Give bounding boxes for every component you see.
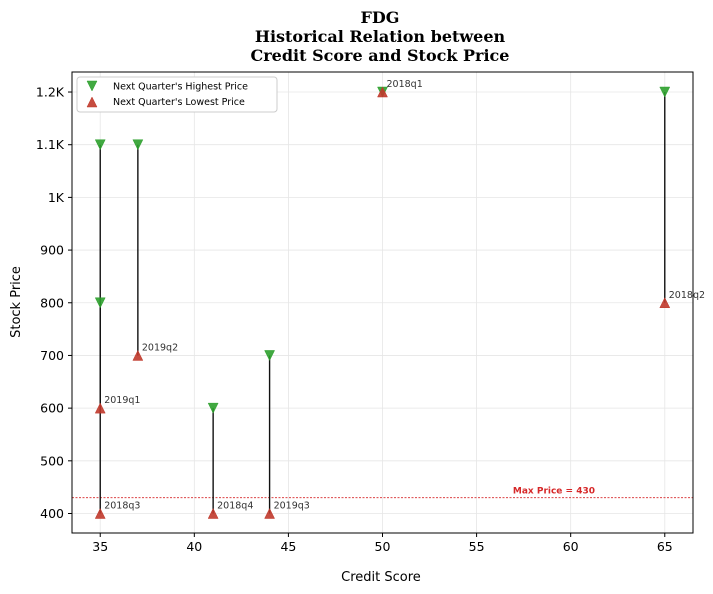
legend-box: [76, 76, 278, 113]
max-price-line-group: Max Price = 430: [72, 487, 693, 499]
y-tick-label: 1K: [48, 190, 65, 205]
x-tick-label: 65: [657, 539, 673, 554]
legend-low-label: Next Quarter's Lowest Price: [113, 97, 245, 108]
quarter-label: 2019q2: [142, 342, 178, 353]
x-tick-label: 55: [469, 539, 485, 554]
high-price-marker: [264, 350, 275, 362]
y-tick-label: 400: [40, 506, 64, 521]
title-line-3: Credit Score and Stock Price: [251, 46, 510, 65]
low-price-marker: [94, 507, 106, 519]
y-axis-label: Stock Price: [9, 266, 24, 338]
high-price-marker: [94, 139, 106, 151]
y-tick-label: 800: [40, 295, 64, 310]
low-price-marker: [264, 507, 275, 519]
high-price-marker: [659, 86, 671, 98]
x-tick-label: 40: [186, 539, 202, 554]
x-axis-ticks: 35 40 45 50 55 60 65: [92, 533, 673, 554]
title-line-1: FDG: [361, 8, 400, 27]
quarter-label: 2018q2: [669, 290, 705, 301]
quarter-label: 2018q3: [104, 501, 140, 512]
grid: [72, 72, 693, 533]
legend: Next Quarter's Highest Price Next Quarter…: [76, 76, 278, 113]
x-tick-label: 60: [563, 539, 579, 554]
y-tick-label: 500: [40, 453, 64, 468]
range-stems: [99, 92, 666, 514]
y-tick-label: 900: [40, 243, 64, 258]
high-price-marker: [207, 402, 219, 414]
low-price-marker: [659, 297, 671, 309]
legend-high-label: Next Quarter's Highest Price: [113, 82, 248, 93]
high-price-marker: [132, 139, 144, 151]
y-tick-label: 1.2K: [36, 85, 65, 100]
low-price-marker: [132, 349, 144, 361]
x-axis-label: Credit Score: [341, 570, 421, 585]
y-tick-label: 700: [40, 348, 64, 363]
quarter-label: 2019q1: [104, 395, 140, 406]
low-price-marker: [94, 402, 106, 414]
y-tick-label: 1.1K: [36, 137, 65, 152]
legend-low-marker: [86, 96, 98, 108]
legend-high-marker: [86, 80, 98, 92]
y-tick-label: 600: [40, 401, 64, 416]
quarter-label: 2019q3: [274, 501, 310, 512]
x-tick-label: 35: [92, 539, 108, 554]
x-tick-label: 45: [280, 539, 296, 554]
quarter-label: 2018q1: [387, 79, 423, 90]
x-tick-label: 50: [375, 539, 391, 554]
low-price-marker: [377, 86, 388, 98]
title-line-2: Historical Relation between: [255, 27, 506, 46]
chart-title: FDG Historical Relation between Credit S…: [251, 8, 510, 65]
quarter-label: 2018q4: [217, 501, 253, 512]
y-axis-ticks: 400 500 600 700 800 900 1K 1.1K 1.2K: [36, 85, 72, 521]
markers: [94, 86, 671, 519]
low-price-marker: [207, 507, 219, 519]
point-labels: 2018q1 2018q2 2018q3 2018q4 2019q1 2019q2 2019…: [104, 79, 705, 511]
max-price-label: Max Price = 430: [513, 487, 595, 497]
high-price-marker: [94, 297, 106, 309]
